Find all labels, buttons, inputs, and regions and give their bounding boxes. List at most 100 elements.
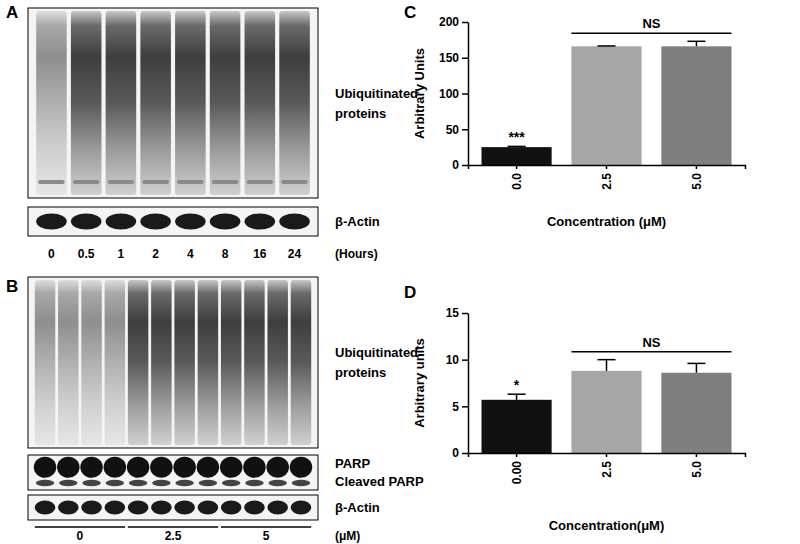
error-bar-cap: [598, 45, 616, 47]
y-tick: 15: [446, 306, 468, 320]
blot-band: [291, 501, 311, 515]
blot-smear: [174, 280, 194, 445]
blot-band: [245, 213, 276, 229]
blot-band: [268, 480, 286, 486]
blot-band: [222, 480, 240, 486]
blot-band: [127, 457, 149, 478]
error-bar: [598, 45, 616, 46]
blot-band: [57, 457, 79, 478]
y-tick-mark: [462, 453, 468, 455]
bar: [571, 46, 641, 165]
error-bar-stem: [696, 363, 698, 372]
y-tick-label: 50: [446, 123, 460, 137]
blot-row: [28, 495, 318, 520]
blot-band: [266, 457, 288, 478]
blot-smear: [140, 11, 171, 195]
error-bar: [687, 363, 705, 372]
y-tick-mark: [462, 359, 468, 361]
x-tick-label: 2.5: [600, 461, 614, 478]
blot-band: [175, 213, 206, 229]
y-tick-label: 15: [446, 306, 460, 320]
ns-bracket: [571, 33, 731, 35]
blot-band: [82, 480, 100, 486]
plot-area: [481, 41, 731, 165]
blot-band: [59, 480, 77, 486]
error-bar-cap: [598, 359, 616, 361]
x-tick-mark: [606, 453, 608, 457]
blot-band: [38, 180, 65, 184]
bar: [571, 371, 641, 453]
blot-band: [174, 501, 194, 515]
group-line: [221, 526, 311, 528]
figure: AUbiquitinatedproteinsβ-Actin00.51248162…: [0, 0, 800, 544]
blot-band: [212, 180, 239, 184]
blot-row: [28, 277, 318, 448]
significance-mark: *: [514, 377, 520, 393]
y-tick-mark: [462, 406, 468, 408]
blot-smear: [210, 11, 241, 195]
panel-letter: A: [6, 3, 18, 22]
blot-band: [177, 180, 204, 184]
y-tick: 50: [446, 123, 468, 137]
blot-band: [104, 457, 126, 478]
blot-band: [106, 213, 137, 229]
blot-smear: [105, 280, 125, 445]
blot-band: [290, 457, 312, 478]
blot-smear: [71, 11, 102, 195]
lane-label: 1: [118, 247, 125, 261]
blot-band: [34, 457, 56, 478]
y-tick-mark: [462, 313, 468, 315]
x-axis-title: Concentration (μM): [547, 214, 666, 229]
y-tick: 100: [439, 87, 468, 101]
lane-label: 0: [48, 247, 55, 261]
x-tick-label: 0.00: [510, 461, 524, 485]
lane-label: 0.5: [78, 247, 95, 261]
error-bar: [508, 394, 526, 400]
row-label: β-Actin: [335, 214, 380, 229]
y-axis: 050100150200: [439, 15, 469, 172]
blot-band: [210, 213, 241, 229]
unit-label: (μM): [335, 529, 360, 543]
x-axis-line: [469, 166, 746, 170]
bar: [661, 46, 731, 165]
bar-chart: 0501001502000.02.55.0Arbitrary UnitsConc…: [404, 3, 746, 229]
error-bar-cap: [687, 41, 705, 43]
blot-band: [71, 213, 102, 229]
lane-label: 4: [187, 247, 194, 261]
blot-smear: [35, 280, 55, 445]
significance-mark: ***: [508, 129, 525, 145]
x-tick: 0.00: [510, 453, 524, 484]
row-label: proteins: [335, 365, 386, 380]
blot-smear: [58, 280, 78, 445]
y-tick-label: 0: [452, 446, 459, 460]
blot-frame: [28, 207, 318, 236]
error-bar-stem: [516, 394, 518, 400]
blot-frame: [28, 8, 318, 198]
x-tick: 0.0: [510, 165, 524, 190]
blot-band: [220, 457, 242, 478]
y-tick: 10: [446, 353, 468, 367]
group-label: 5: [263, 529, 270, 543]
blot-band: [173, 457, 195, 478]
row-label: Ubiquitinated: [335, 345, 418, 360]
blot-band: [108, 180, 135, 184]
blot-band: [140, 213, 171, 229]
y-tick-label: 150: [439, 51, 459, 65]
error-bar-cap: [687, 363, 705, 365]
blot-band: [129, 480, 147, 486]
row-label: proteins: [335, 106, 386, 121]
unit-label: (Hours): [335, 247, 378, 261]
y-tick-label: 0: [452, 158, 459, 172]
y-axis: 051015: [446, 306, 469, 460]
blot-band: [244, 501, 264, 515]
x-tick-mark: [516, 453, 518, 457]
lane-label: 24: [288, 247, 302, 261]
y-tick-mark: [462, 93, 468, 95]
x-tick: 2.5: [600, 165, 614, 190]
error-bar-cap: [508, 146, 526, 148]
error-bar: [598, 360, 616, 371]
blot-band: [152, 480, 170, 486]
y-tick-mark: [462, 58, 468, 60]
x-axis: 0.02.55.0: [469, 165, 746, 190]
blot-band: [221, 501, 241, 515]
